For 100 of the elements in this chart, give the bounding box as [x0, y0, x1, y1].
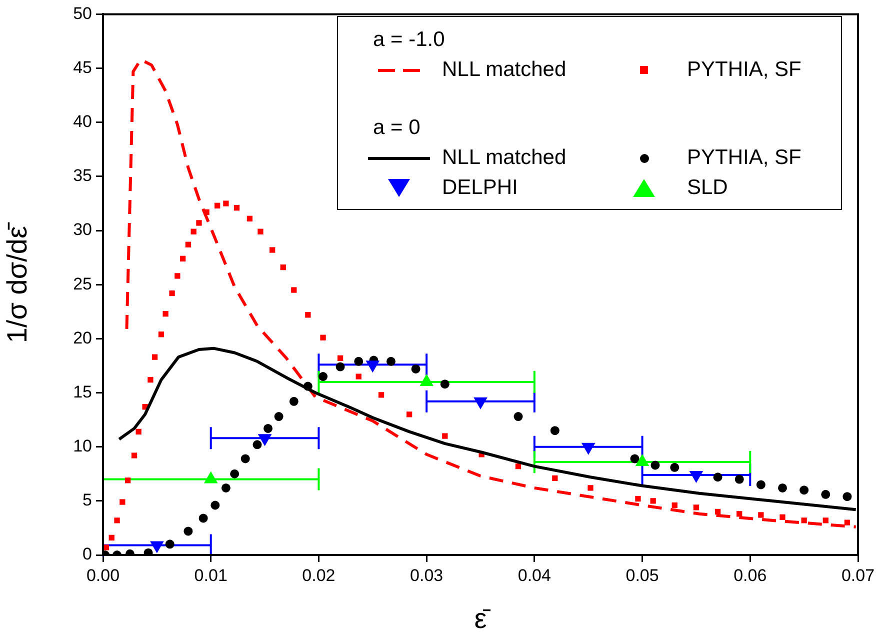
point: [270, 247, 276, 253]
y-axis-title: 1/σ dσ/dε̄: [2, 222, 33, 344]
point: [822, 518, 828, 524]
point: [336, 362, 345, 372]
point: [221, 483, 230, 492]
point: [320, 334, 326, 340]
point: [124, 478, 131, 484]
point: [713, 472, 722, 482]
point: [550, 426, 560, 436]
point: [650, 498, 656, 504]
point: [411, 364, 420, 374]
line-series: [125, 58, 858, 528]
y-tick-label: 25: [73, 274, 92, 294]
point: [274, 412, 284, 422]
point: [184, 526, 193, 536]
point: [165, 540, 174, 549]
point: [246, 216, 253, 222]
x-axis-title: ε̄: [474, 602, 491, 634]
point: [289, 396, 298, 406]
point: [672, 502, 678, 508]
point: [185, 242, 192, 248]
point: [234, 204, 240, 211]
point: [337, 355, 344, 361]
x-tick-label: 0.06: [734, 566, 767, 585]
point: [515, 463, 522, 470]
point: [650, 460, 660, 470]
y-tick-label: 45: [73, 58, 92, 77]
legend-label: NLL matched: [442, 58, 566, 82]
point: [736, 511, 742, 517]
point: [258, 228, 264, 234]
point: [635, 496, 641, 502]
point: [264, 424, 273, 433]
point: [148, 376, 154, 383]
x-tick-label: 0.00: [86, 566, 120, 585]
y-tick-label: 5: [82, 490, 92, 510]
point: [354, 356, 364, 366]
point: [240, 454, 250, 464]
x-tick-label: 0.04: [518, 566, 551, 585]
point: [670, 462, 680, 472]
point: [252, 440, 262, 450]
point: [386, 356, 396, 366]
point: [356, 374, 362, 380]
point: [406, 412, 412, 418]
point: [136, 428, 142, 435]
point: [114, 518, 120, 524]
point: [169, 290, 175, 296]
legend-label: SLD: [687, 176, 728, 200]
point: [778, 483, 787, 492]
point: [180, 256, 186, 262]
point: [174, 273, 180, 279]
point: [842, 492, 852, 502]
point: [196, 220, 202, 226]
x-tick-label: 0.01: [194, 566, 228, 585]
point: [800, 486, 809, 495]
point: [230, 469, 240, 478]
y-tick-label: 10: [73, 436, 92, 456]
legend-label: PYTHIA, SF: [687, 146, 802, 170]
point: [630, 454, 640, 464]
point: [714, 508, 721, 515]
point: [318, 372, 328, 382]
point: [440, 380, 450, 389]
point: [305, 312, 311, 318]
x-tick-label: 0.02: [302, 566, 336, 585]
x-tick-label: 0.03: [410, 566, 444, 585]
point: [693, 504, 700, 510]
point: [152, 354, 158, 360]
point: [821, 490, 830, 499]
point: [210, 500, 220, 510]
y-tick-label: 50: [73, 4, 92, 23]
point: [588, 485, 594, 491]
point: [108, 534, 114, 541]
legend-label: NLL matched: [442, 146, 566, 170]
point: [198, 514, 208, 523]
y-tick-label: 15: [73, 382, 92, 402]
point: [291, 287, 297, 293]
legend-label: PYTHIA, SF: [687, 58, 802, 82]
point: [780, 514, 786, 520]
point: [442, 433, 448, 439]
annotation: a = -1.0: [372, 27, 446, 53]
point: [162, 310, 168, 317]
point: [758, 512, 764, 518]
annotation: a = 0: [372, 115, 422, 141]
point: [158, 332, 164, 338]
y-tick-label: 0: [82, 544, 92, 564]
point: [734, 474, 744, 484]
point: [303, 382, 312, 391]
point: [204, 209, 210, 215]
point: [378, 392, 384, 398]
point: [214, 202, 220, 208]
point: [801, 518, 807, 524]
point: [280, 264, 286, 270]
x-tick-label: 0.07: [841, 566, 875, 585]
point: [844, 520, 850, 526]
point: [552, 475, 558, 482]
point: [514, 412, 523, 422]
point: [190, 228, 196, 234]
y-tick-label: 20: [73, 328, 92, 348]
point: [131, 452, 138, 458]
point: [223, 200, 229, 206]
y-tick-label: 40: [73, 112, 92, 132]
